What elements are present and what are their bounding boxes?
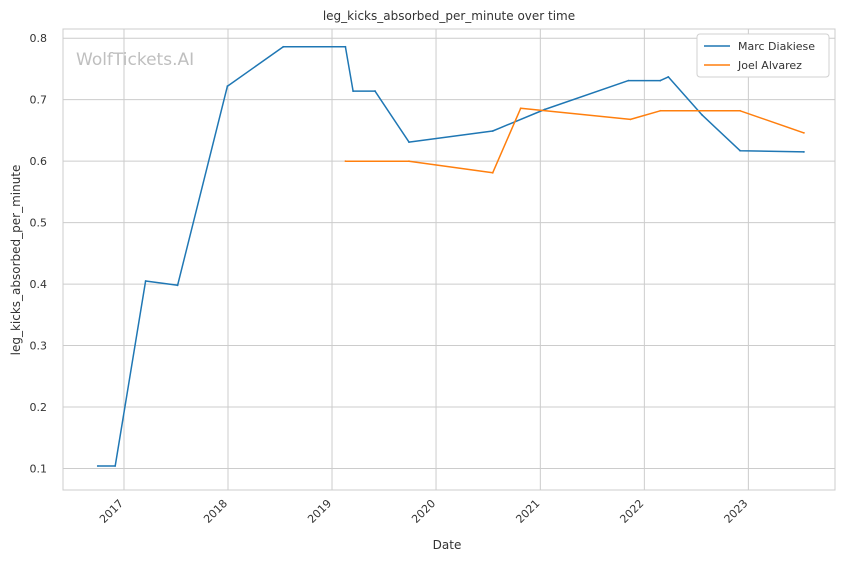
watermark: WolfTickets.AI — [76, 50, 194, 70]
y-tick-label: 0.5 — [30, 217, 48, 230]
y-axis-ticks: 0.1 0.2 0.3 0.4 0.5 0.6 0.7 0.8 — [30, 32, 48, 475]
data-point-marc-diakiese — [491, 130, 494, 132]
data-point-joel-alvarez — [629, 118, 632, 121]
data-point-marc-diakiese — [739, 149, 742, 152]
legend-label-joel-alvarez: Joel Alvarez — [737, 59, 802, 72]
grid — [63, 29, 835, 490]
y-tick-label: 0.2 — [30, 401, 48, 414]
data-point-joel-alvarez — [803, 131, 805, 134]
plot-frame — [62, 28, 836, 491]
y-tick-label: 0.7 — [30, 94, 48, 107]
y-tick-label: 0.8 — [30, 32, 48, 45]
legend-label-marc-diakiese: Marc Diakiese — [738, 40, 815, 53]
data-point-joel-alvarez — [491, 171, 494, 174]
data-point-joel-alvarez — [659, 109, 662, 112]
data-point-marc-diakiese — [176, 284, 179, 287]
data-point-marc-diakiese — [408, 141, 410, 143]
series-line-joel-alvarez — [345, 107, 805, 174]
data-point-marc-diakiese — [803, 151, 805, 153]
data-point-joel-alvarez — [344, 160, 347, 163]
series-line-marc-diakiese — [97, 46, 804, 467]
data-point-joel-alvarez — [408, 160, 410, 163]
data-point-marc-diakiese — [144, 280, 147, 282]
data-point-marc-diakiese — [667, 76, 670, 78]
y-tick-label: 0.3 — [30, 340, 48, 353]
data-point-marc-diakiese — [344, 45, 347, 48]
y-tick-label: 0.1 — [30, 462, 48, 475]
series-layer — [96, 45, 805, 467]
y-axis-label: leg_kicks_absorbed_per_minute — [9, 165, 23, 356]
data-point-marc-diakiese — [701, 114, 704, 116]
data-point-marc-diakiese — [352, 90, 355, 92]
legend: Marc Diakiese Joel Alvarez — [696, 33, 830, 78]
data-point-marc-diakiese — [114, 465, 117, 467]
data-point-marc-diakiese — [374, 90, 376, 92]
y-tick-label: 0.4 — [30, 278, 48, 291]
y-tick-label: 0.6 — [30, 155, 48, 168]
x-axis-label: Date — [433, 538, 462, 552]
data-point-marc-diakiese — [282, 45, 285, 48]
data-point-marc-diakiese — [627, 79, 630, 82]
data-point-marc-diakiese — [659, 79, 662, 82]
chart-title: leg_kicks_absorbed_per_minute over time — [323, 9, 575, 23]
data-point-marc-diakiese — [226, 85, 229, 88]
legend-box — [696, 33, 830, 78]
data-point-joel-alvarez — [739, 109, 742, 112]
data-point-marc-diakiese — [96, 465, 99, 467]
data-point-joel-alvarez — [519, 107, 522, 110]
